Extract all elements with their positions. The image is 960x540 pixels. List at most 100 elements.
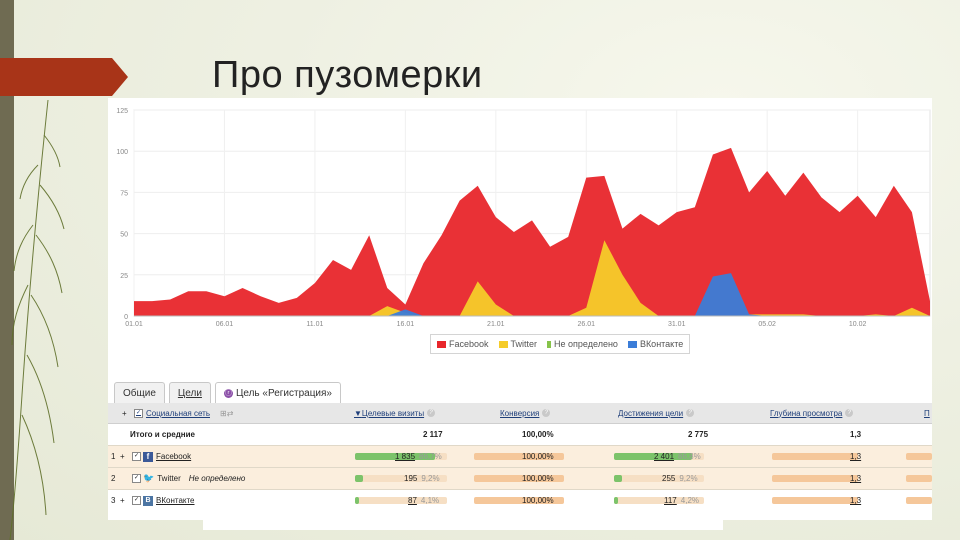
y-tick-label: 25 <box>120 273 128 280</box>
tab-label: Цели <box>177 388 202 399</box>
goal-visits-value[interactable]: 87 <box>408 496 417 505</box>
help-icon[interactable]: ? <box>427 409 436 417</box>
expand-row-icon[interactable]: + <box>120 452 125 461</box>
row-number: 3 <box>111 496 116 505</box>
x-tick-label: 05.02 <box>758 321 776 328</box>
row-number: 2 <box>111 474 116 483</box>
goal-reaches-bar <box>614 497 704 504</box>
goal-reaches-pct: 86,8% <box>678 452 701 461</box>
help-icon[interactable]: ? <box>686 409 695 417</box>
goal-visits-pct: 86,7% <box>419 452 442 461</box>
y-tick-label: 50 <box>120 232 128 239</box>
row-name[interactable]: Facebook <box>156 452 192 461</box>
col-goal-visits[interactable]: ▼ Целевые визиты? <box>354 403 436 423</box>
report-tabs: Общие Цели ⓡ Цель «Регистрация» <box>114 382 341 403</box>
goal-reaches-cell: 255 9,2% <box>662 468 698 489</box>
goal-reaches-bar-fill <box>614 453 693 460</box>
col-conversion[interactable]: Конверсия? <box>500 403 551 423</box>
goal-visits-cell: 87 4,1% <box>408 490 439 511</box>
depth-bar <box>772 497 858 504</box>
legend-label: Twitter <box>510 339 538 349</box>
goal-visits-bar-fill <box>355 497 359 504</box>
goal-reaches-bar-fill <box>614 475 623 482</box>
conversion-value: 100,00% <box>522 496 554 505</box>
col-social-network[interactable]: Социальная сеть <box>146 403 210 423</box>
row-name[interactable]: ВКонтакте <box>156 496 195 505</box>
row-source: 🐦 Twitter Не определено <box>143 468 245 489</box>
legend-item-facebook[interactable]: Facebook <box>437 339 489 349</box>
row-checkbox[interactable]: ✓ <box>132 474 141 483</box>
header-label: Целевые визиты <box>361 408 425 418</box>
header-label: П <box>924 408 930 418</box>
goal-visits-value[interactable]: 1 835 <box>395 452 416 461</box>
row-name[interactable]: Twitter <box>157 474 181 483</box>
goal-reaches-bar <box>614 475 704 482</box>
row-subname: Не определено <box>188 474 246 483</box>
y-tick-label: 0 <box>124 314 128 321</box>
legend-label: Facebook <box>449 339 489 349</box>
facebook-icon: f <box>143 451 153 462</box>
row-source: B ВКонтакте <box>143 490 195 511</box>
goal-reaches-cell: 2 401 86,8% <box>654 446 701 467</box>
legend-item-vkontakte[interactable]: ВКонтакте <box>627 339 684 349</box>
x-tick-label: 31.01 <box>668 321 686 328</box>
row-checkbox[interactable]: ✓ <box>132 452 141 461</box>
col-view-depth[interactable]: Глубина просмотра? <box>770 403 854 423</box>
analytics-screenshot: 0 25 50 75 100 125 01.01 06.01 11.01 16.01 21.01 26… <box>108 98 932 520</box>
table-row-total: Итого и средние 2 117 100,00% 2 775 1,3 <box>108 424 932 446</box>
header-label: Достижения цели <box>618 408 684 418</box>
goal-visits-bar <box>355 497 447 504</box>
goal-reaches-pct: 4,2% <box>680 496 699 505</box>
table-row[interactable]: 2 ✓ 🐦 Twitter Не определено 195 9,2% 100,0… <box>108 468 932 490</box>
column-settings-icon[interactable]: ⊞⇄ <box>220 408 234 418</box>
row-checkbox[interactable]: ✓ <box>132 496 141 505</box>
row-name: Итого и средние <box>130 430 195 439</box>
depth-value[interactable]: 1,3 <box>850 474 862 483</box>
goal-visits-pct: 4,1% <box>420 496 440 505</box>
header-label: Конверсия <box>500 408 540 418</box>
col-goal-reaches[interactable]: Достижения цели? <box>618 403 695 423</box>
tab-goal-registration[interactable]: ⓡ Цель «Регистрация» <box>214 382 341 403</box>
depth-value[interactable]: 1,3 <box>850 452 862 461</box>
expand-row-icon[interactable]: + <box>120 496 125 505</box>
goal-reaches-value: 2 775 <box>688 430 709 439</box>
goal-reaches-value: 255 <box>662 474 676 483</box>
help-icon[interactable]: ? <box>542 409 551 417</box>
fern-decoration <box>9 99 65 540</box>
tab-goals[interactable]: Цели <box>168 382 211 403</box>
slide-title: Про пузомерки <box>212 54 483 96</box>
row-number: 1 <box>111 452 116 461</box>
goal-visits-pct: 9,2% <box>421 474 440 483</box>
x-tick-label: 21.01 <box>487 321 505 328</box>
goal-visits-bar-fill <box>355 453 435 460</box>
select-all-checkbox[interactable]: ✓ <box>134 408 143 418</box>
goal-reaches-value[interactable]: 2 401 <box>654 452 675 461</box>
goal-visits-value: 2 117 <box>423 430 443 439</box>
legend-label: ВКонтакте <box>639 339 684 349</box>
vkontakte-icon: B <box>143 495 153 506</box>
goal-visits-bar <box>355 475 447 482</box>
help-icon[interactable]: ? <box>845 409 854 417</box>
table-row[interactable]: 1 + ✓ f Facebook 1 835 86,7% 100,00% 2 401… <box>108 446 932 468</box>
goal-reaches-pct: 9,2% <box>679 474 698 483</box>
more-bar <box>906 475 932 482</box>
twitter-icon: 🐦 <box>143 473 155 483</box>
tab-general[interactable]: Общие <box>114 382 165 403</box>
goal-icon: ⓡ <box>223 388 233 398</box>
underlying-slide-strip <box>203 520 723 530</box>
title-arrow-shape <box>0 58 128 96</box>
conversion-value: 100,00% <box>522 452 554 461</box>
more-bar <box>906 453 932 460</box>
legend-item-twitter[interactable]: Twitter <box>498 339 538 349</box>
more-bar <box>906 497 932 504</box>
depth-value[interactable]: 1,3 <box>850 496 862 505</box>
goal-reaches-cell: 117 4,2% <box>664 490 699 511</box>
y-tick-label: 125 <box>116 108 128 115</box>
col-more[interactable]: П <box>924 403 930 423</box>
expand-all-icon[interactable]: + <box>122 408 127 418</box>
goal-reaches-value[interactable]: 117 <box>664 496 677 505</box>
legend-item-undefined[interactable]: Не определено <box>547 339 618 349</box>
table-row[interactable]: 3 + ✓ B ВКонтакте 87 4,1% 100,00% 117 4,2% … <box>108 490 932 511</box>
x-tick-label: 16.01 <box>397 321 415 328</box>
chart-legend: Facebook Twitter Не определено ВКонтакте <box>430 334 691 354</box>
